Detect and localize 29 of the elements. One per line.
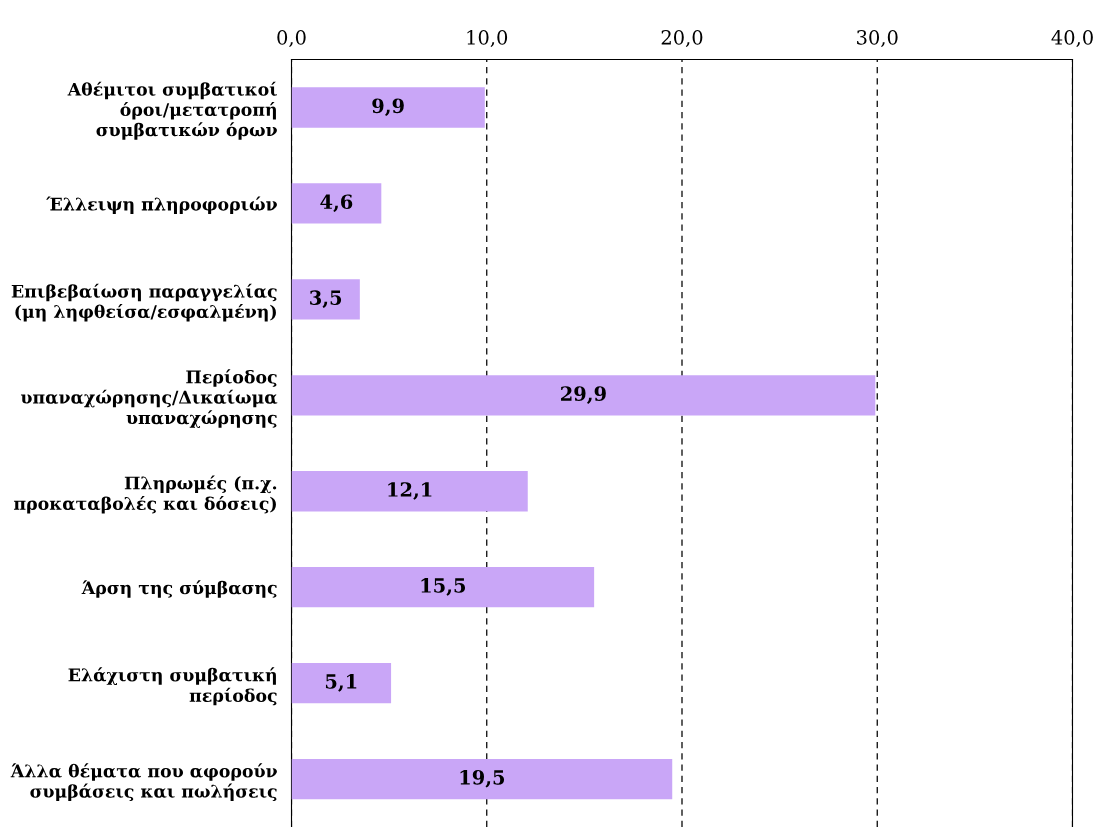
data-label: 29,9 <box>561 386 606 404</box>
bar <box>291 279 360 320</box>
bar <box>291 471 528 512</box>
y-tick-label: Πληρωμές (π.χ. προκαταβολές και δόσεις) <box>13 475 277 514</box>
x-tick-label: 10,0 <box>467 29 508 48</box>
x-tick-label: 40,0 <box>1051 29 1093 48</box>
bar <box>291 567 595 608</box>
y-tick-label: Άλλα θέματα που αφορούν συμβάσεις και πωλήσεις <box>10 763 277 802</box>
y-tick-label: Άρση της σύμβασης <box>81 580 277 598</box>
x-tick-label: 20,0 <box>661 29 703 48</box>
bar <box>291 183 382 224</box>
y-tick-label: Περίοδος υπαναχώρησης/Δικαίωμα υπαναχώρησης <box>20 369 278 428</box>
data-label: 15,5 <box>421 578 466 596</box>
x-tick-label: 30,0 <box>857 29 898 48</box>
y-tick-label: Ελάχιστη συμβατική περίοδος <box>68 667 277 706</box>
y-tick-label: Αθέμιτοι συμβατικοί όροι/μετατροπή συμβατικών όρων <box>67 81 277 140</box>
bar <box>291 758 673 800</box>
data-label: 12,1 <box>388 482 432 500</box>
data-label: 9,9 <box>372 98 404 117</box>
data-label: 5,1 <box>325 674 357 692</box>
data-label: 19,5 <box>460 769 505 788</box>
y-tick-label: Έλλειψη πληροφοριών <box>46 196 277 214</box>
bar <box>291 87 485 128</box>
data-label: 4,6 <box>320 194 353 213</box>
data-label: 3,5 <box>310 290 342 308</box>
bar <box>291 375 876 416</box>
y-tick-label: Επιβεβαίωση παραγγελίας (μη ληφθείσα/εσφαλμένη) <box>11 283 277 322</box>
x-tick-label: 0,0 <box>277 29 306 48</box>
bar <box>291 662 392 704</box>
